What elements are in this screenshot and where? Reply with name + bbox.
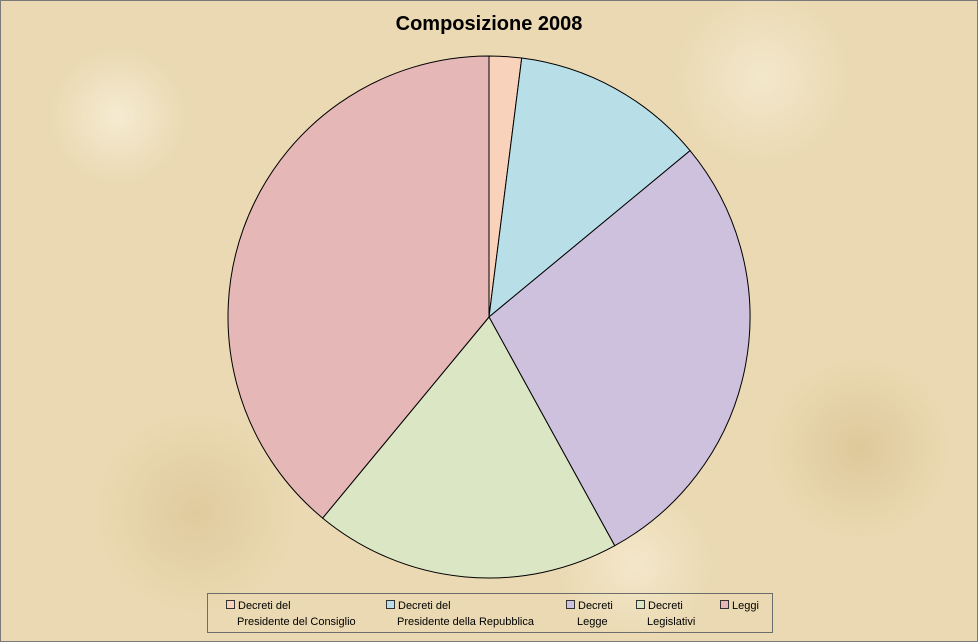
legend-swatch: [226, 600, 235, 609]
legend-label-line2: Presidente del Consiglio: [237, 616, 356, 628]
legend-item-decreti-legge: Decreti Legge: [566, 598, 613, 630]
legend-item-dpr: Decreti del Presidente della Repubblica: [386, 598, 534, 630]
legend-label: Decreti: [648, 600, 683, 612]
legend-label-line2: Legge: [577, 616, 608, 628]
legend-label: Leggi: [732, 600, 759, 612]
pie-slice-leggi: [227, 55, 490, 519]
legend-label: Decreti del: [398, 600, 451, 612]
legend: Decreti del Presidente del Consiglio Dec…: [207, 593, 773, 633]
legend-label-line2: Presidente della Repubblica: [397, 616, 534, 628]
chart-title: Composizione 2008: [395, 13, 583, 35]
legend-item-leggi: Leggi: [720, 598, 759, 614]
legend-label-line2: Legislativi: [647, 616, 696, 628]
legend-item-dpcm: Decreti del Presidente del Consiglio: [226, 598, 356, 630]
legend-label: Decreti del: [238, 600, 291, 612]
legend-swatch: [636, 600, 645, 609]
legend-item-decreti-legislativi: Decreti Legislativi: [636, 598, 695, 630]
pie-slice-decreti-legge: [488, 149, 751, 547]
legend-swatch: [720, 600, 729, 609]
pie-slice-dpr: [488, 57, 691, 319]
pie-slice-decreti-legislativi: [321, 316, 616, 579]
legend-swatch: [566, 600, 575, 609]
legend-swatch: [386, 600, 395, 609]
legend-label: Decreti: [578, 600, 613, 612]
